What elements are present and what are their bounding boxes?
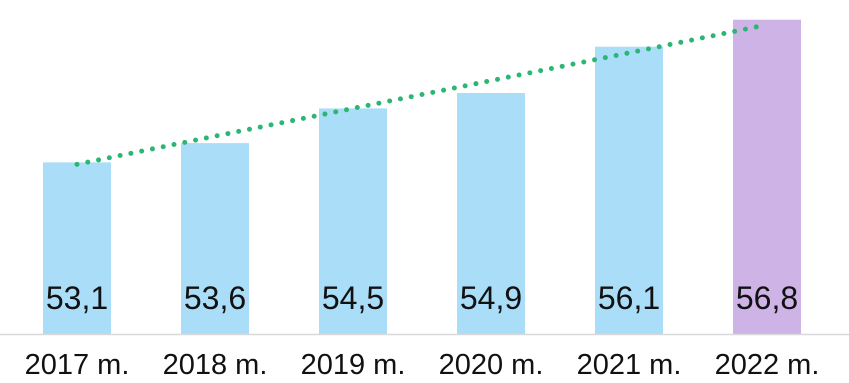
trendline	[74, 22, 770, 167]
bar-value-label: 56,8	[736, 280, 798, 316]
trendline-layer	[74, 22, 770, 167]
bar-2021-m	[595, 46, 663, 335]
bar-2018-m	[181, 143, 249, 334]
bar-2017-m	[43, 162, 111, 334]
x-tick-label: 2022 m.	[715, 349, 820, 381]
bar-2019-m	[319, 108, 387, 334]
value-labels-layer: 53,1 53,6 54,5 54,9 56,1 56,8	[46, 280, 798, 316]
x-tick-label: 2017 m.	[25, 349, 130, 381]
bar-2020-m	[457, 92, 525, 335]
bar-2022-m	[733, 19, 801, 334]
bar-value-label: 54,5	[322, 280, 384, 316]
x-tick-label: 2020 m.	[439, 349, 544, 381]
x-tick-label: 2021 m.	[577, 349, 682, 381]
bar-value-label: 53,1	[46, 280, 108, 316]
bar-value-label: 56,1	[598, 280, 660, 316]
x-tick-label: 2018 m.	[163, 349, 268, 381]
tick-labels-layer: 2017 m. 2018 m. 2019 m. 2020 m. 2021 m. 2022 …	[25, 349, 820, 381]
bar-value-label: 54,9	[460, 280, 522, 316]
x-tick-label: 2019 m.	[301, 349, 406, 381]
bar-value-label: 53,6	[184, 280, 246, 316]
bars-layer	[43, 19, 801, 335]
